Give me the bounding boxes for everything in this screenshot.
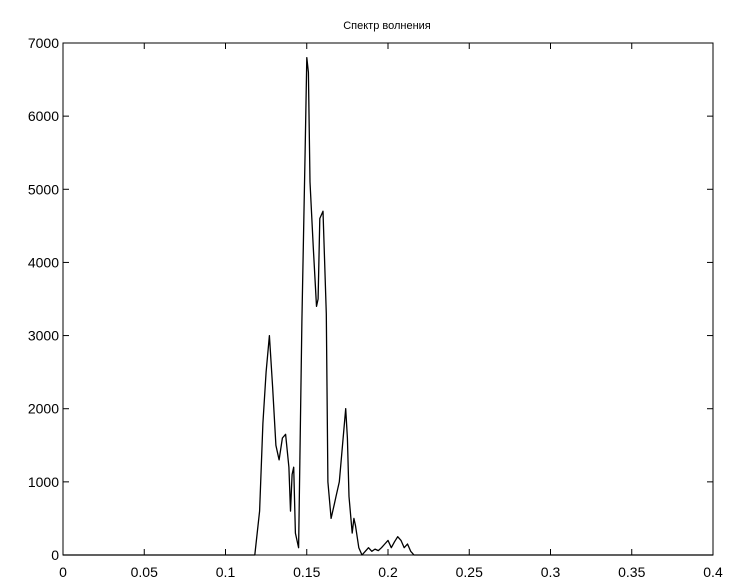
y-tick-label: 3000 xyxy=(28,328,59,344)
y-tick-label: 4000 xyxy=(28,254,59,270)
x-tick-label: 0.05 xyxy=(131,564,158,580)
x-tick-label: 0.4 xyxy=(703,564,723,580)
series-layer xyxy=(63,56,713,556)
plot-area xyxy=(62,42,714,556)
y-tick-label: 0 xyxy=(51,547,59,563)
y-axis-ticks: 0 1000 2000 3000 4000 5000 6000 7000 xyxy=(28,35,713,563)
x-tick-label: 0.2 xyxy=(378,564,398,580)
x-tick-label: 0 xyxy=(59,564,67,580)
series-line-0 xyxy=(63,56,713,556)
x-tick-label: 0.35 xyxy=(618,564,645,580)
chart-title: Спектр волнения xyxy=(343,20,431,32)
x-tick-label: 0.1 xyxy=(216,564,236,580)
y-tick-label: 1000 xyxy=(28,474,59,490)
y-tick-label: 7000 xyxy=(28,35,59,51)
x-tick-label: 0.15 xyxy=(293,564,320,580)
x-tick-label: 0.25 xyxy=(456,564,483,580)
y-tick-label: 2000 xyxy=(28,401,59,417)
x-axis-ticks: 0 0.05 0.1 0.15 0.2 0.25 0.3 0.35 0.4 xyxy=(59,43,723,580)
y-tick-label: 6000 xyxy=(28,108,59,124)
x-tick-label: 0.3 xyxy=(541,564,561,580)
y-tick-label: 5000 xyxy=(28,181,59,197)
